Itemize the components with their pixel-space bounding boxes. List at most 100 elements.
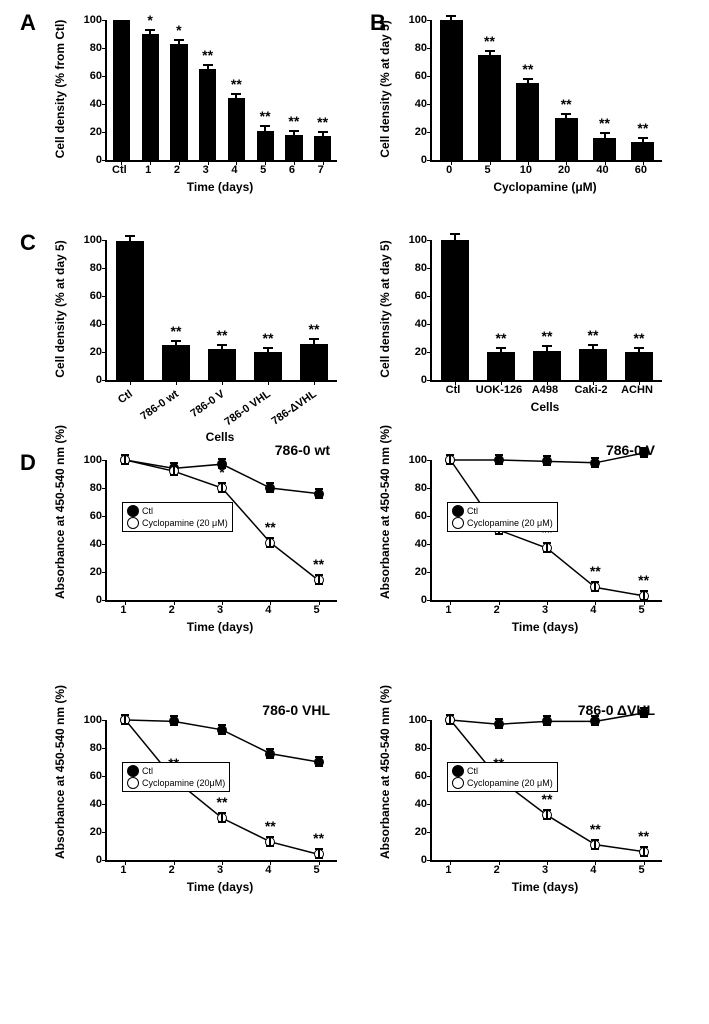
x-tick-label: 5 <box>639 604 645 616</box>
y-tick-label: 100 <box>402 14 427 26</box>
significance-marker: ** <box>522 61 533 77</box>
y-tick-label: 40 <box>402 318 427 330</box>
y-tick-label: 40 <box>77 538 102 550</box>
legend-drug-label: Cyclopamine (20μM) <box>142 778 225 788</box>
significance-marker: ** <box>561 96 572 112</box>
x-axis-label: Time (days) <box>430 880 660 894</box>
x-tick-label: 5 <box>484 164 490 176</box>
bar <box>116 241 144 380</box>
significance-marker: ** <box>637 120 648 136</box>
bar <box>257 131 274 160</box>
legend-ctl: Ctl <box>452 505 553 517</box>
bar <box>208 349 236 380</box>
x-tick-label: 10 <box>520 164 532 176</box>
y-tick-label: 20 <box>77 826 102 838</box>
x-tick-label: 3 <box>542 864 548 876</box>
panel-label-a: A <box>20 10 36 36</box>
significance-marker: ** <box>265 818 276 834</box>
bar <box>142 34 159 160</box>
x-tick-label: 6 <box>289 164 295 176</box>
figure-root: A B 020406080100************Cell density… <box>20 20 709 910</box>
significance-marker: * <box>176 22 181 38</box>
chart-c-left: 020406080100********Cell density (% at d… <box>105 240 335 440</box>
bar <box>285 135 302 160</box>
significance-marker: ** <box>231 76 242 92</box>
significance-marker: * <box>147 12 152 28</box>
y-tick-label: 40 <box>77 798 102 810</box>
legend-drug: Cyclopamine (20 μM) <box>452 517 553 529</box>
y-tick-label: 40 <box>77 318 102 330</box>
x-tick-label: Caki-2 <box>574 384 607 396</box>
significance-marker: ** <box>634 330 645 346</box>
x-tick-label: 1 <box>445 864 451 876</box>
y-tick-label: 20 <box>77 566 102 578</box>
x-tick-label: 3 <box>203 164 209 176</box>
x-tick-label: 5 <box>639 864 645 876</box>
y-tick-label: 80 <box>77 482 102 494</box>
x-axis-label: Cyclopamine (μM) <box>430 180 660 194</box>
x-tick-label: 3 <box>217 604 223 616</box>
chart-d-1: 020406080100********CtlCyclopamine (20 μ… <box>430 460 660 650</box>
bar <box>113 20 130 160</box>
y-axis-label: Cell density (% from Ctl) <box>53 19 67 159</box>
chart-d-3: 020406080100********CtlCyclopamine (20 μ… <box>430 720 660 910</box>
chart-d-0: 020406080100*****CtlCyclopamine (20 μM)7… <box>105 460 335 650</box>
y-tick-label: 80 <box>402 742 427 754</box>
x-tick-label: Ctl <box>446 384 461 396</box>
y-axis-label: Absorbance at 450-540 nm (%) <box>378 719 392 859</box>
y-tick-label: 100 <box>77 14 102 26</box>
x-tick-label: 2 <box>174 164 180 176</box>
bar <box>300 344 328 380</box>
y-tick-label: 100 <box>77 714 102 726</box>
x-tick-label: 2 <box>169 604 175 616</box>
significance-marker: ** <box>313 830 324 846</box>
significance-marker: ** <box>309 321 320 337</box>
bar <box>441 240 469 380</box>
y-tick-label: 0 <box>77 594 102 606</box>
significance-marker: ** <box>217 794 228 810</box>
chart-title: 786-0 ΔVHL <box>578 702 655 718</box>
y-tick-label: 80 <box>402 262 427 274</box>
y-tick-label: 80 <box>402 482 427 494</box>
y-tick-label: 80 <box>77 42 102 54</box>
legend-drug: Cyclopamine (20 μM) <box>452 777 553 789</box>
x-tick-label: UOK-126 <box>476 384 522 396</box>
x-tick-label: 4 <box>231 164 237 176</box>
legend-ctl: Ctl <box>127 765 225 777</box>
x-tick-label: 4 <box>265 864 271 876</box>
y-tick-label: 60 <box>402 510 427 522</box>
significance-marker: ** <box>313 556 324 572</box>
x-tick-label: 4 <box>590 864 596 876</box>
y-tick-label: 40 <box>402 538 427 550</box>
legend-ctl-label: Ctl <box>467 506 478 516</box>
y-tick-label: 40 <box>402 98 427 110</box>
legend-ctl-label: Ctl <box>142 766 153 776</box>
y-axis-label: Absorbance at 450-540 nm (%) <box>53 459 67 599</box>
x-tick-label: Ctl <box>112 164 127 176</box>
chart-c-right: 020406080100********Cell density (% at d… <box>430 240 660 440</box>
y-tick-label: 60 <box>77 770 102 782</box>
y-tick-label: 80 <box>402 42 427 54</box>
significance-marker: ** <box>202 47 213 63</box>
y-tick-label: 0 <box>77 374 102 386</box>
chart-a: 020406080100************Cell density (% … <box>105 20 335 220</box>
x-axis-label: Time (days) <box>105 880 335 894</box>
legend: CtlCyclopamine (20 μM) <box>447 502 558 532</box>
significance-marker: ** <box>484 33 495 49</box>
bar <box>487 352 515 380</box>
bar <box>533 351 561 380</box>
bar <box>579 349 607 380</box>
chart-b: 020406080100**********Cell density (% at… <box>430 20 660 220</box>
y-axis-label: Cell density (% at day 5) <box>378 19 392 159</box>
significance-marker: ** <box>260 108 271 124</box>
x-tick-label: 786-ΔVHL <box>269 388 318 428</box>
x-tick-label: 5 <box>314 604 320 616</box>
significance-marker: ** <box>588 327 599 343</box>
legend-ctl-label: Ctl <box>142 506 153 516</box>
x-axis-label: Cells <box>430 400 660 414</box>
significance-marker: ** <box>288 113 299 129</box>
y-tick-label: 20 <box>77 126 102 138</box>
chart-title: 786-0 VHL <box>262 702 330 718</box>
y-tick-label: 20 <box>402 566 427 578</box>
y-tick-label: 20 <box>402 126 427 138</box>
